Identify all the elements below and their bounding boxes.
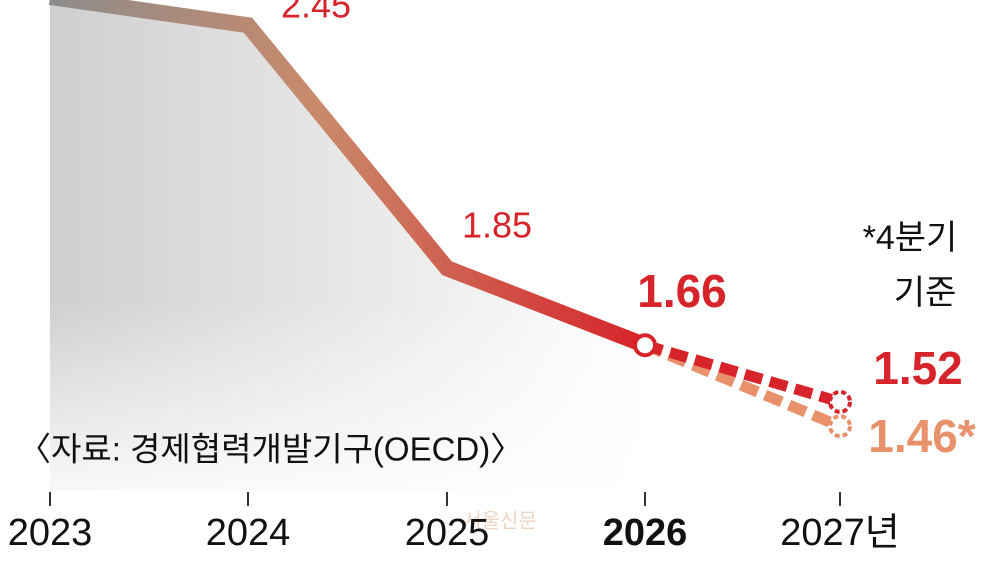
- x-tick-label: 2027년: [780, 512, 900, 554]
- point: [633, 333, 657, 358]
- x-tick-label: 2024: [206, 512, 291, 554]
- annotation: *4분기: [863, 219, 958, 257]
- data-label: 1.85: [462, 205, 532, 246]
- x-tick-label: 2023: [8, 512, 93, 554]
- point: [828, 414, 852, 439]
- x-tick-label: 2025: [405, 512, 490, 554]
- data-label: 1.66: [637, 265, 727, 317]
- source: 〈자료: 경제협력개발기구(OECD)〉: [18, 431, 523, 468]
- annotation: 기준: [894, 274, 957, 312]
- forecast-line: [643, 339, 842, 408]
- x-tick-label: 2026: [603, 512, 688, 554]
- watermark: 서울신문: [463, 509, 537, 532]
- data-label: 1.46*: [868, 410, 976, 462]
- line: [48, 0, 648, 353]
- area-fade: [0, 300, 700, 500]
- point: [828, 389, 852, 414]
- data-label: 2.45: [281, 0, 351, 26]
- data-label: 1.52: [873, 342, 963, 394]
